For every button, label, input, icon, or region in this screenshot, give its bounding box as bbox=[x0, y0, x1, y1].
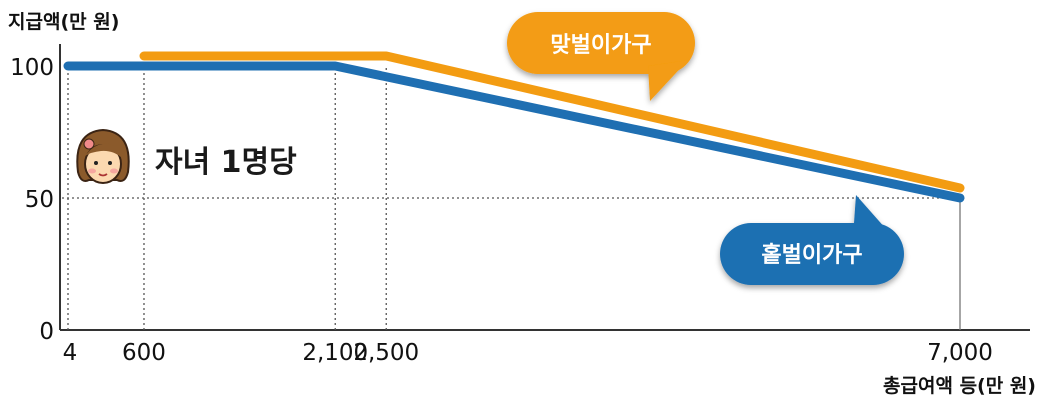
x-tick-label: 2,500 bbox=[353, 340, 419, 366]
series-line-dual-income bbox=[139, 51, 965, 193]
x-tick-label: 2,100 bbox=[302, 340, 368, 366]
x-tick-label: 4 bbox=[63, 340, 78, 366]
single-income-label: 홑벌이가구 bbox=[761, 242, 862, 268]
y-tick-label: 100 bbox=[10, 55, 54, 81]
single-income-bubble bbox=[720, 195, 904, 285]
y-ticks: 0 50 100 bbox=[10, 55, 54, 345]
y-axis-title: 지급액(만 원) bbox=[8, 11, 119, 33]
series-line-single-income bbox=[63, 61, 965, 203]
dual-income-bubble bbox=[507, 12, 695, 101]
x-tick-label: 7,000 bbox=[927, 340, 993, 366]
x-tick-label: 600 bbox=[122, 340, 166, 366]
child-face-icon bbox=[76, 128, 130, 184]
series-lines bbox=[63, 51, 965, 203]
y-tick-label: 50 bbox=[25, 187, 54, 213]
per-child-note: 자녀 1명당 bbox=[155, 145, 297, 180]
y-tick-label: 0 bbox=[39, 319, 54, 345]
x-axis-title: 총급여액 등(만 원) bbox=[883, 375, 1036, 397]
guide-lines bbox=[62, 66, 961, 330]
dual-income-label: 맞벌이가구 bbox=[550, 33, 651, 58]
